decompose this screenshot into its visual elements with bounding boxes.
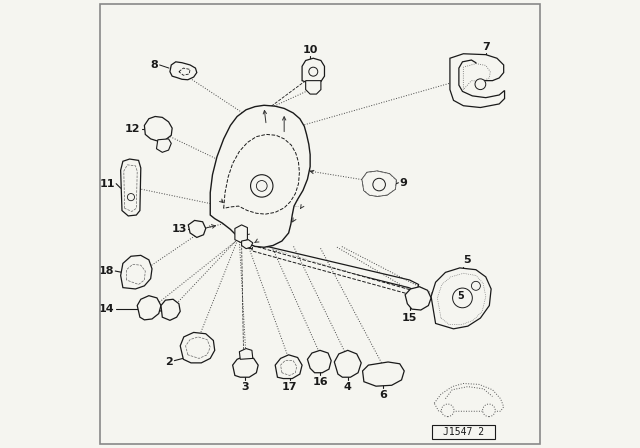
Polygon shape	[235, 225, 248, 243]
Circle shape	[472, 281, 481, 290]
Text: 11: 11	[99, 179, 115, 189]
Circle shape	[373, 178, 385, 191]
Circle shape	[442, 404, 454, 417]
Polygon shape	[362, 171, 396, 196]
Polygon shape	[463, 64, 490, 90]
Text: 18: 18	[99, 266, 114, 276]
Polygon shape	[334, 350, 361, 377]
Polygon shape	[302, 58, 324, 83]
Polygon shape	[145, 116, 172, 141]
Polygon shape	[124, 165, 137, 211]
Text: 2: 2	[165, 357, 173, 367]
Polygon shape	[241, 240, 253, 249]
Polygon shape	[170, 62, 196, 80]
Circle shape	[308, 67, 317, 76]
Text: 8: 8	[150, 60, 158, 70]
Text: 4: 4	[344, 382, 352, 392]
Text: 14: 14	[99, 304, 114, 314]
Polygon shape	[156, 139, 172, 152]
Polygon shape	[307, 350, 332, 373]
Text: J1547 2: J1547 2	[443, 427, 484, 437]
Polygon shape	[120, 255, 152, 289]
Polygon shape	[120, 159, 141, 216]
Polygon shape	[239, 349, 253, 359]
Circle shape	[127, 194, 134, 201]
Polygon shape	[362, 362, 404, 386]
Polygon shape	[223, 134, 300, 214]
Polygon shape	[252, 246, 436, 300]
Text: 15: 15	[402, 313, 417, 323]
Text: 16: 16	[312, 377, 328, 387]
Polygon shape	[210, 105, 310, 247]
Polygon shape	[188, 220, 205, 237]
Text: 10: 10	[303, 45, 318, 55]
Polygon shape	[275, 355, 302, 379]
Bar	[432, 425, 495, 439]
Polygon shape	[179, 68, 190, 75]
Polygon shape	[186, 337, 210, 358]
Text: 5: 5	[458, 291, 465, 301]
Text: 3: 3	[241, 382, 248, 392]
Circle shape	[452, 288, 472, 308]
Polygon shape	[435, 383, 504, 411]
Polygon shape	[161, 299, 180, 320]
Polygon shape	[362, 171, 396, 196]
Text: 17: 17	[282, 382, 298, 392]
Polygon shape	[137, 296, 161, 320]
Polygon shape	[306, 81, 321, 94]
Polygon shape	[180, 332, 214, 363]
Polygon shape	[405, 287, 431, 310]
Circle shape	[475, 79, 486, 90]
Text: 5: 5	[463, 255, 471, 265]
Text: 6: 6	[379, 390, 387, 400]
Text: 9: 9	[400, 178, 408, 188]
Circle shape	[483, 404, 495, 417]
Polygon shape	[437, 273, 486, 325]
Circle shape	[251, 175, 273, 197]
Text: 12: 12	[124, 124, 140, 134]
Text: 1: 1	[147, 304, 155, 314]
Circle shape	[257, 181, 267, 191]
Polygon shape	[232, 356, 258, 377]
Text: 13: 13	[172, 224, 187, 234]
Polygon shape	[431, 268, 491, 329]
Polygon shape	[280, 361, 297, 375]
Polygon shape	[127, 264, 145, 284]
Polygon shape	[248, 242, 419, 291]
Polygon shape	[450, 54, 504, 108]
Text: 7: 7	[482, 43, 490, 52]
